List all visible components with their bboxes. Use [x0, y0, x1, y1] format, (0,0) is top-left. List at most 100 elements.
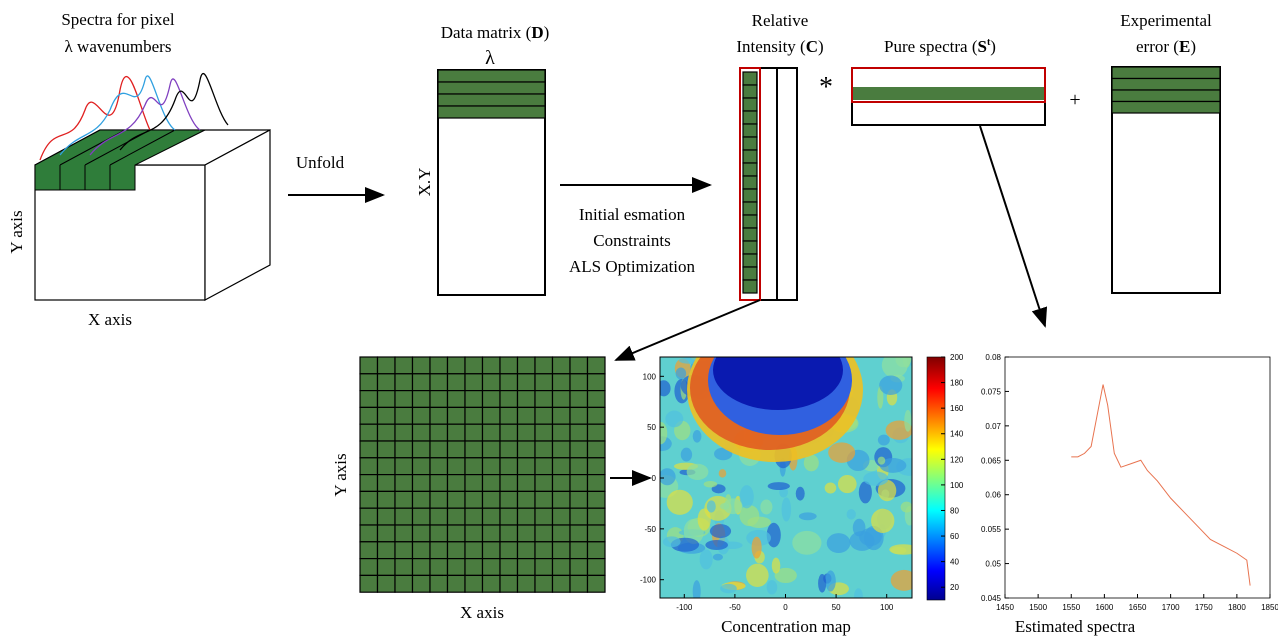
- cell: [586, 373, 606, 392]
- colorbar-tick-label: 200: [950, 353, 964, 362]
- cell: [394, 356, 414, 375]
- cell: [516, 490, 536, 509]
- cell: [464, 557, 484, 576]
- cell: [446, 457, 466, 476]
- cell: [499, 440, 519, 459]
- matrix-title: Relative: [752, 11, 809, 30]
- map-patch: [877, 456, 886, 465]
- cell: [569, 390, 589, 409]
- cell: [569, 423, 589, 442]
- cell: [586, 390, 606, 409]
- cell: [429, 356, 449, 375]
- cell: [464, 524, 484, 543]
- cell: [394, 557, 414, 576]
- x-tick-label: 1550: [1062, 603, 1080, 612]
- cell: [481, 457, 501, 476]
- cell: [742, 123, 758, 138]
- map-patch: [675, 367, 687, 380]
- map-patch: [666, 489, 693, 515]
- cell: [411, 474, 431, 493]
- map-patch: [719, 503, 730, 510]
- cell: [516, 440, 536, 459]
- cell: [586, 541, 606, 560]
- cell: [516, 356, 536, 375]
- y-tick-label: 0.075: [981, 387, 1002, 396]
- x-tick-label: 1500: [1029, 603, 1047, 612]
- cell: [359, 440, 379, 459]
- x-tick-label: 1750: [1195, 603, 1213, 612]
- y-tick-label: 0.05: [985, 560, 1001, 569]
- map-patch: [846, 509, 856, 520]
- cell: [569, 474, 589, 493]
- map-patch: [889, 544, 912, 555]
- cell: [516, 574, 536, 593]
- chart-title: Estimated spectra: [1015, 617, 1136, 636]
- cell: [394, 474, 414, 493]
- cell: [481, 490, 501, 509]
- cell: [569, 457, 589, 476]
- cell: [499, 356, 519, 375]
- matrix-title: Intensity (C): [736, 37, 823, 56]
- cell: [516, 390, 536, 409]
- cell: [429, 390, 449, 409]
- map-patch: [858, 481, 872, 504]
- cell: [551, 440, 571, 459]
- operator: +: [1069, 89, 1080, 111]
- cell: [376, 490, 396, 509]
- cell: [464, 423, 484, 442]
- cell: [586, 423, 606, 442]
- map-patch: [766, 522, 781, 548]
- cell: [411, 373, 431, 392]
- cell: [586, 524, 606, 543]
- cell: [551, 356, 571, 375]
- cell: [376, 541, 396, 560]
- cell: [394, 490, 414, 509]
- cell: [464, 474, 484, 493]
- arrow: [614, 299, 761, 361]
- cell: [586, 457, 606, 476]
- map-patch: [879, 375, 903, 395]
- cell: [446, 356, 466, 375]
- cell: [534, 557, 554, 576]
- cell: [464, 507, 484, 526]
- map-patch: [739, 485, 754, 509]
- cell: [569, 541, 589, 560]
- cell: [376, 356, 396, 375]
- y-tick-label: 0.065: [981, 456, 1002, 465]
- cell: [429, 490, 449, 509]
- cell: [376, 557, 396, 576]
- spectrum-chart: Estimated spectra 1450 1500 1550 1600 1650 17…: [981, 353, 1278, 636]
- map-patch: [824, 482, 837, 494]
- cell: [376, 474, 396, 493]
- cell: [429, 557, 449, 576]
- cell: [446, 507, 466, 526]
- cell: [534, 507, 554, 526]
- cell: [586, 440, 606, 459]
- cell: [411, 541, 431, 560]
- cell: [499, 373, 519, 392]
- cell: [516, 457, 536, 476]
- map-patch: [854, 588, 863, 598]
- map-patch: [877, 385, 884, 409]
- map-patch: [680, 447, 693, 462]
- cell: [534, 541, 554, 560]
- cell: [551, 457, 571, 476]
- cell: [534, 423, 554, 442]
- cube-title: Spectra for pixel: [61, 10, 175, 29]
- cell: [359, 356, 379, 375]
- cell: [534, 457, 554, 476]
- cell: [499, 490, 519, 509]
- cell: [534, 390, 554, 409]
- cell: [464, 390, 484, 409]
- map-patch: [803, 454, 819, 472]
- cell: [569, 356, 589, 375]
- y-tick-label: 0.045: [981, 594, 1002, 603]
- map-patch: [699, 549, 713, 570]
- cell: [411, 507, 431, 526]
- cell: [446, 423, 466, 442]
- cell: [464, 373, 484, 392]
- cell: [429, 574, 449, 593]
- map-patch: [713, 357, 843, 410]
- axis-label: Y axis: [7, 210, 26, 253]
- cell: [481, 507, 501, 526]
